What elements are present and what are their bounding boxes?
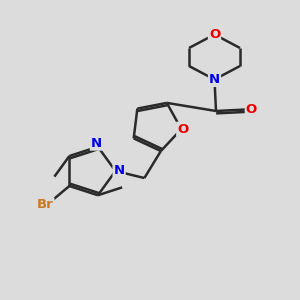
Text: O: O (177, 123, 188, 136)
Text: O: O (246, 103, 257, 116)
Text: N: N (209, 73, 220, 86)
Text: N: N (113, 164, 125, 178)
Text: O: O (209, 28, 220, 41)
Text: N: N (91, 136, 102, 150)
Text: Br: Br (37, 198, 53, 211)
